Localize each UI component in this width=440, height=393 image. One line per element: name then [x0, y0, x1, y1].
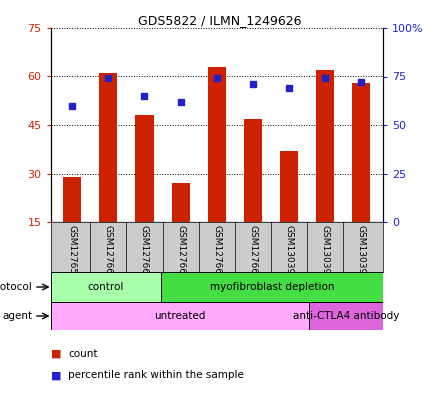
Bar	[316, 70, 334, 222]
Text: percentile rank within the sample: percentile rank within the sample	[68, 370, 244, 380]
Text: myofibroblast depletion: myofibroblast depletion	[210, 282, 334, 292]
Text: count: count	[68, 349, 98, 359]
Bar	[208, 67, 226, 222]
Text: GSM1276600: GSM1276600	[104, 224, 113, 285]
Text: ■: ■	[51, 370, 61, 380]
Text: GSM1276599: GSM1276599	[68, 224, 77, 285]
Text: GSM1303941: GSM1303941	[320, 224, 330, 285]
Text: agent: agent	[2, 311, 32, 321]
Text: untreated: untreated	[154, 311, 205, 321]
Text: ■: ■	[51, 349, 61, 359]
Bar	[63, 177, 81, 222]
Bar	[161, 272, 383, 302]
Text: protocol: protocol	[0, 282, 32, 292]
Text: GSM1276602: GSM1276602	[176, 224, 185, 285]
Bar	[352, 83, 370, 222]
Text: GSM1303940: GSM1303940	[284, 224, 293, 285]
Bar	[99, 73, 117, 222]
Bar	[309, 302, 383, 330]
Bar	[136, 115, 154, 222]
Bar	[51, 302, 309, 330]
Text: anti-CTLA4 antibody: anti-CTLA4 antibody	[293, 311, 399, 321]
Text: GSM1276603: GSM1276603	[212, 224, 221, 285]
Text: GSM1276604: GSM1276604	[248, 224, 257, 285]
Text: control: control	[88, 282, 124, 292]
Bar	[172, 183, 190, 222]
Bar	[51, 272, 161, 302]
Bar	[244, 119, 262, 222]
Text: GSM1303942: GSM1303942	[357, 224, 366, 285]
Text: GDS5822 / ILMN_1249626: GDS5822 / ILMN_1249626	[138, 14, 302, 27]
Text: GSM1276601: GSM1276601	[140, 224, 149, 285]
Bar	[280, 151, 298, 222]
